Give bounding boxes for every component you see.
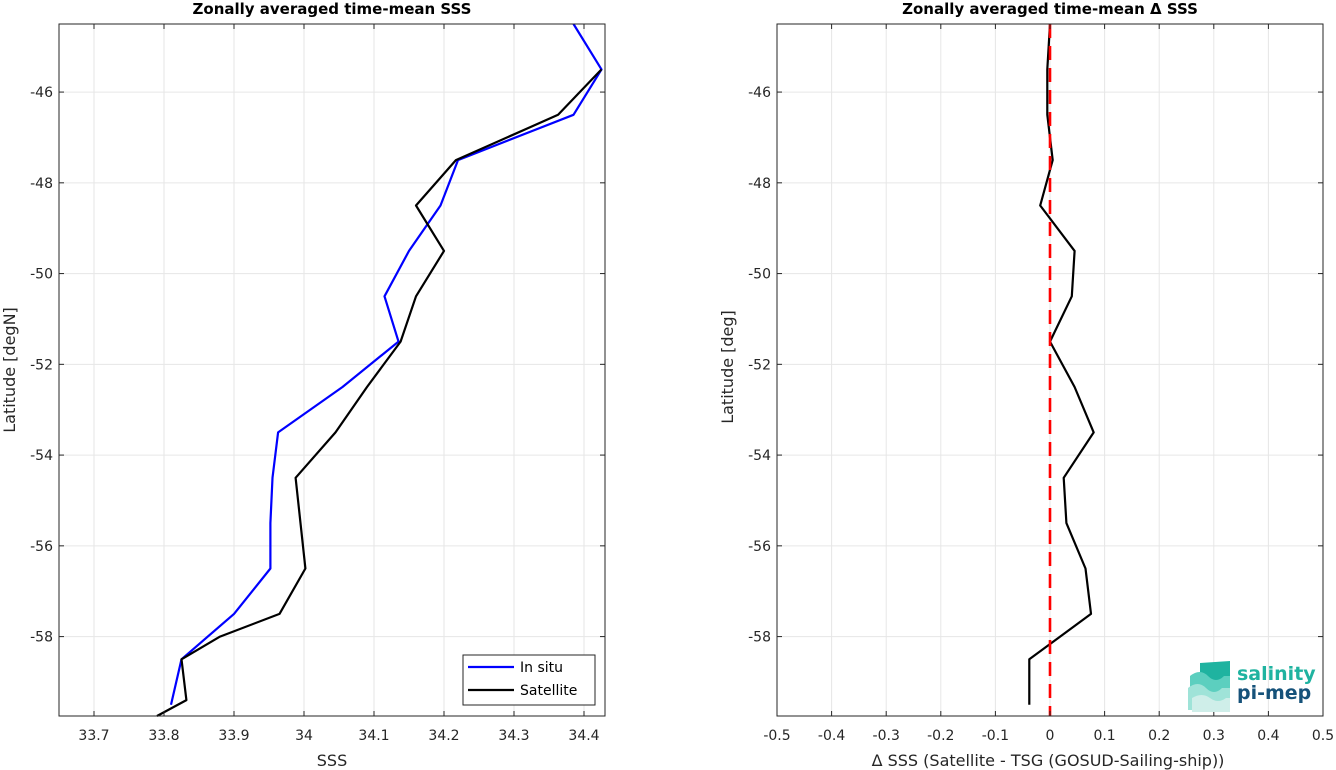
sss-ticks: 33.7 33.8 33.9 34 34.1 34.2 34.3 34.4 -58 -56 -54 -… [30,24,605,744]
sss-y-tick-label: -50 [30,267,53,283]
delta-sss-y-tick-label: -58 [748,630,771,646]
sss-line-in-situ [169,23,603,705]
sss-line-satellite [156,68,603,717]
logo-text-pi-mep: pi-mep [1237,682,1311,704]
delta-sss-y-tick-label: -48 [748,176,771,192]
sss-x-tick-label: 34.4 [568,728,599,744]
delta-sss-x-tick-label: -0.1 [982,728,1009,744]
sss-y-tick-label: -48 [30,176,53,192]
delta-sss-series [1028,23,1095,716]
delta-sss-x-tick-label: 0.5 [1312,728,1334,744]
delta-sss-y-tick-label: -54 [748,448,771,464]
salinity-pi-mep-logo: salinity pi-mep [1188,661,1316,712]
sss-grid [59,24,605,716]
sss-series [156,23,603,717]
delta-sss-chart-title: Zonally averaged time-mean Δ SSS [902,0,1198,18]
delta-sss-y-tick-label: -50 [748,267,771,283]
delta-sss-panel: -0.5 -0.4 -0.3 -0.2 -0.1 0 0.1 0.2 0.3 0.4 0.5 -58 -… [718,0,1334,770]
delta-sss-x-axis-label: Δ SSS (Satellite - TSG (GOSUD-Sailing-sh… [872,751,1225,770]
sss-x-tick-label: 33.8 [148,728,179,744]
sss-y-tick-label: -58 [30,630,53,646]
delta-sss-x-tick-label: 0.4 [1257,728,1279,744]
sss-y-tick-label: -52 [30,357,53,373]
sss-x-tick-label: 34.2 [428,728,459,744]
sss-x-axis-label: SSS [317,751,347,770]
sss-x-tick-label: 33.7 [78,728,109,744]
delta-sss-x-tick-label: -0.5 [763,728,790,744]
sss-legend: In situ Satellite [462,654,596,706]
sss-axes-frame [58,23,606,717]
sss-y-tick-label: -46 [30,85,53,101]
delta-sss-y-axis-label: Latitude [deg] [718,310,737,424]
delta-sss-x-tick-label: -0.3 [873,728,900,744]
sss-panel: 33.7 33.8 33.9 34 34.1 34.2 34.3 34.4 -58 -56 -54 -… [0,0,606,770]
delta-sss-x-tick-label: -0.2 [927,728,954,744]
logo-text-salinity: salinity [1237,663,1316,685]
sss-x-tick-label: 34.1 [358,728,389,744]
sss-chart-title: Zonally averaged time-mean SSS [193,0,472,18]
delta-sss-x-tick-label: 0.2 [1148,728,1170,744]
delta-sss-y-tick-label: -52 [748,357,771,373]
delta-sss-x-tick-label: 0 [1046,728,1055,744]
legend-label-satellite: Satellite [520,683,577,699]
sss-y-tick-label: -54 [30,448,53,464]
sss-x-tick-label: 34 [295,728,313,744]
delta-sss-y-tick-label: -46 [748,85,771,101]
delta-sss-y-tick-label: -56 [748,539,771,555]
delta-sss-ticks: -0.5 -0.4 -0.3 -0.2 -0.1 0 0.1 0.2 0.3 0.4 0.5 -58 -… [748,24,1334,744]
delta-sss-x-tick-label: 0.3 [1203,728,1225,744]
logo-wave-icon [1188,661,1230,712]
sss-x-tick-label: 34.3 [498,728,529,744]
sss-x-tick-label: 33.9 [218,728,249,744]
sss-y-tick-label: -56 [30,539,53,555]
delta-sss-x-tick-label: -0.4 [818,728,845,744]
delta-sss-x-tick-label: 0.1 [1093,728,1115,744]
sss-y-axis-label: Latitude [degN] [0,307,19,433]
legend-label-in-situ: In situ [520,660,563,676]
sss-legend-box [462,654,596,706]
